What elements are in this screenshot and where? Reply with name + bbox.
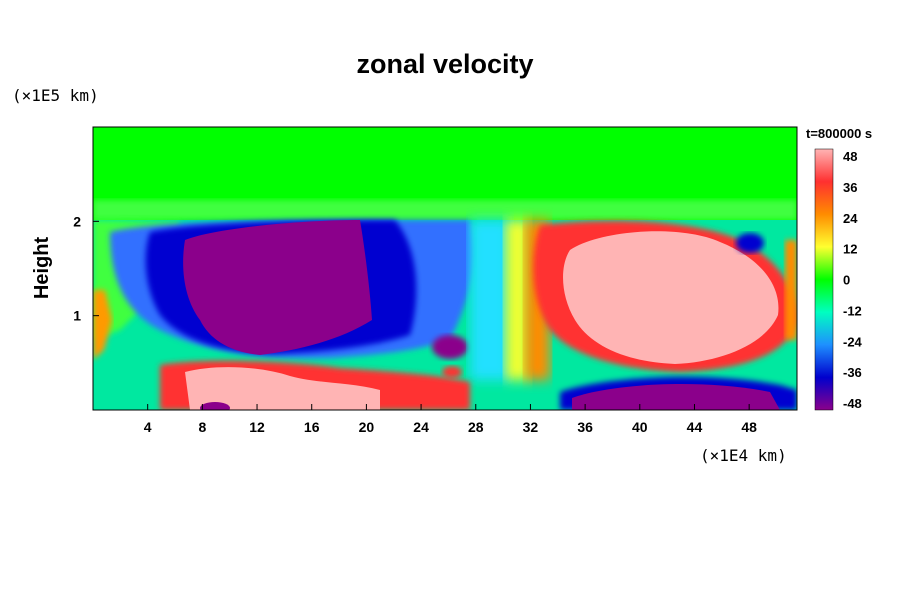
x-unit-label: (×1E4 km): [700, 446, 787, 465]
colorbar: t=800000 s 48 36 24 12 0 -12 -24 -36 -48: [806, 126, 872, 411]
lower-east-core: [185, 367, 380, 410]
colorbar-tick-label: 24: [843, 211, 858, 226]
colorbar-scale: [814, 148, 834, 411]
westward-core: [183, 220, 372, 355]
x-tick-label: 32: [523, 419, 539, 435]
colorbar-tick-label: 12: [843, 242, 857, 257]
lower-west-spot: [200, 402, 230, 410]
eastward-eddy-right: [736, 233, 764, 253]
colorbar-tick-label: -48: [843, 396, 862, 411]
upper-band: [93, 200, 797, 220]
y-tick-label: 1: [73, 308, 81, 324]
x-tick-label: 24: [413, 419, 429, 435]
x-axis: 4 8 12 16 20 24 28 32 36 40 44 48: [144, 404, 757, 435]
lower-west-core: [572, 384, 780, 410]
transition-cyan: [470, 220, 510, 380]
x-tick-label: 44: [687, 419, 703, 435]
eastward-edge: [785, 240, 797, 340]
eastward-core: [563, 231, 779, 364]
y-axis: 12: [73, 213, 99, 324]
x-tick-label: 36: [577, 419, 593, 435]
time-label: t=800000 s: [806, 126, 872, 141]
x-tick-label: 16: [304, 419, 320, 435]
x-tick-label: 48: [741, 419, 757, 435]
x-tick-label: 28: [468, 419, 484, 435]
y-unit-label: (×1E5 km): [12, 86, 99, 105]
colorbar-tick-label: 36: [843, 180, 857, 195]
colorbar-tick-label: -12: [843, 303, 862, 318]
y-tick-label: 2: [73, 213, 81, 229]
colorbar-tick-label: -24: [843, 334, 863, 349]
left-orange: [93, 290, 112, 360]
x-tick-label: 20: [359, 419, 375, 435]
colorbar-ticks: 48 36 24 12 0 -12 -24 -36 -48: [843, 149, 863, 411]
lower-east-blob: [442, 366, 462, 378]
x-tick-label: 4: [144, 419, 152, 435]
x-tick-label: 40: [632, 419, 648, 435]
x-tick-label: 8: [198, 419, 206, 435]
westward-eddy: [432, 335, 468, 359]
y-axis-label: Height: [31, 237, 53, 300]
colorbar-tick-label: 48: [843, 149, 857, 164]
colorbar-tick-label: -36: [843, 365, 862, 380]
x-tick-label: 12: [249, 419, 265, 435]
chart-title: zonal velocity: [356, 49, 533, 79]
heatmap-field: [93, 127, 797, 410]
plot-frame: [92, 126, 798, 411]
colorbar-tick-label: 0: [843, 273, 850, 288]
